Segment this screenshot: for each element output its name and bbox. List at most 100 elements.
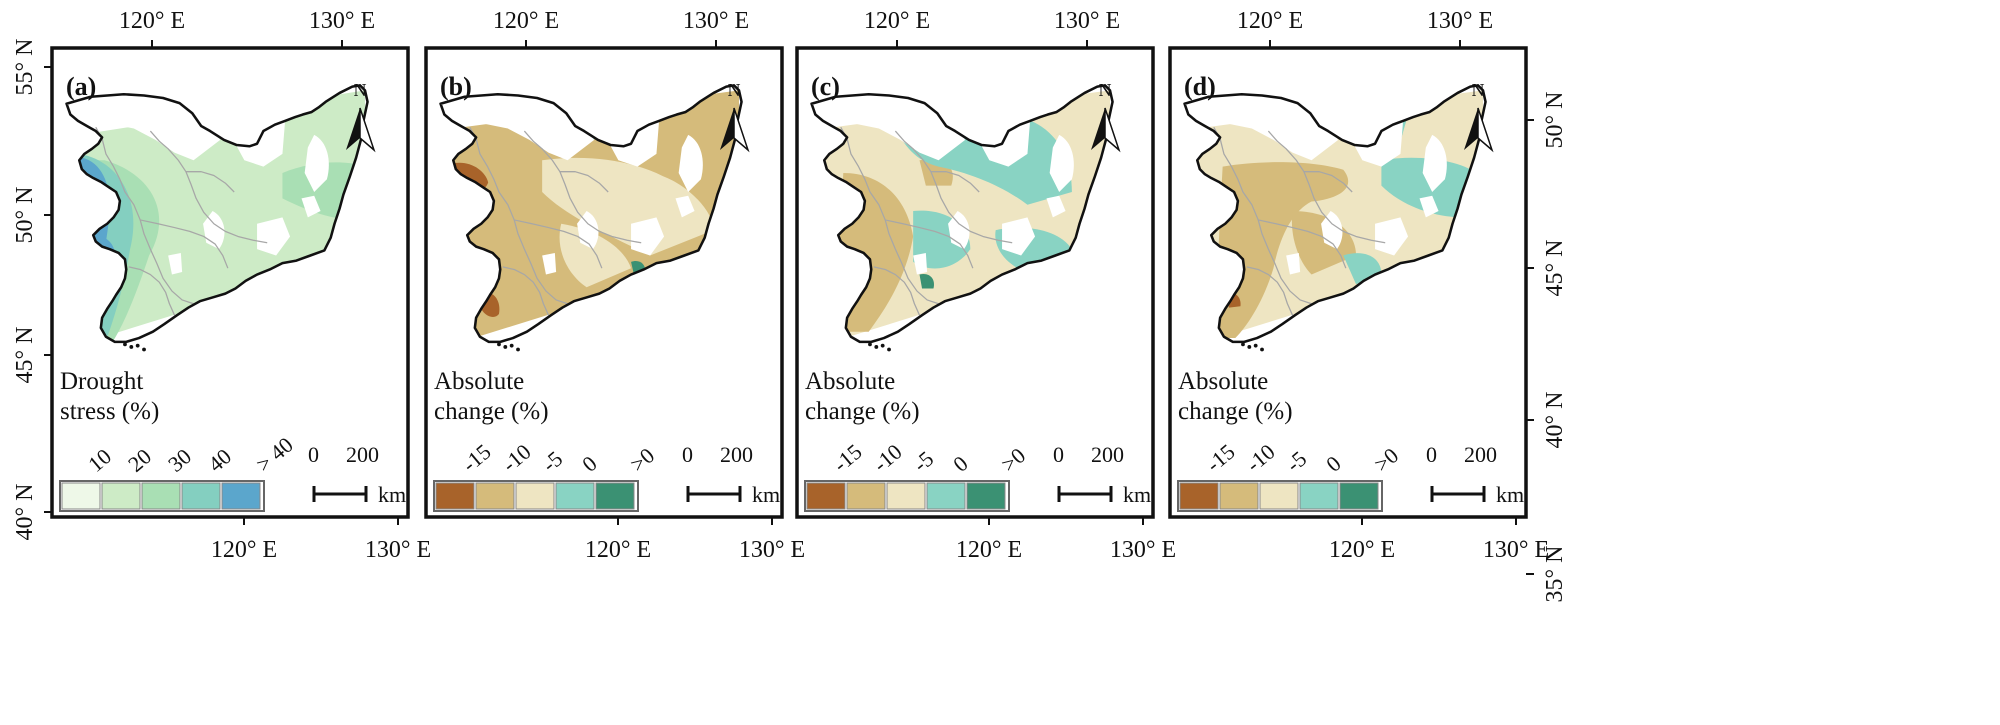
no-data-area xyxy=(1002,217,1036,256)
bottom-lon-label: 120° E xyxy=(211,537,277,563)
no-data-area xyxy=(836,100,966,161)
scale-bar: 0 200 km xyxy=(1053,442,1151,507)
top-lon-label: 130° E xyxy=(1427,8,1493,34)
right-lat-label: 35° N xyxy=(1542,546,1568,603)
scale-unit: km xyxy=(752,482,780,507)
no-data-area xyxy=(1419,195,1439,218)
island xyxy=(868,342,872,347)
north-label: N xyxy=(728,80,741,100)
no-data-area xyxy=(236,122,285,167)
scale-label-0: 0 xyxy=(308,442,319,467)
no-data-area xyxy=(1422,134,1447,192)
scale-label-200: 200 xyxy=(720,442,753,467)
island xyxy=(503,345,508,349)
island xyxy=(1247,345,1252,349)
no-data-area xyxy=(1375,217,1409,256)
right-lat-label: 45° N xyxy=(1542,240,1568,297)
legend-swatch xyxy=(101,482,141,510)
legend-swatch xyxy=(61,482,101,510)
north-arrow-icon: N xyxy=(346,80,376,153)
legend-swatch xyxy=(555,482,595,510)
island xyxy=(123,342,127,347)
map-zone xyxy=(559,223,632,288)
panel-label: (a) xyxy=(66,72,96,101)
no-data-area xyxy=(1286,252,1301,275)
no-data-area xyxy=(631,217,665,256)
legend-title-line2: stress (%) xyxy=(60,398,159,425)
legend-swatch xyxy=(435,482,475,510)
no-data-area xyxy=(981,122,1030,167)
legend-swatch xyxy=(515,482,555,510)
province-boundary xyxy=(1267,130,1386,244)
bottom-lon-label: 130° E xyxy=(739,537,805,563)
scale-unit: km xyxy=(378,482,406,507)
no-data-area xyxy=(301,195,321,218)
left-lat-label: 50° N xyxy=(12,187,38,244)
scale-label-200: 200 xyxy=(346,442,379,467)
north-label: N xyxy=(354,80,367,100)
no-data-area xyxy=(304,134,329,192)
legend-title-line2: change (%) xyxy=(1178,398,1293,425)
north-label: N xyxy=(1472,80,1485,100)
island xyxy=(142,347,146,352)
legend-swatch xyxy=(926,482,966,510)
top-lon-label: 120° E xyxy=(119,8,185,34)
scale-bar: 0 200 km xyxy=(1426,442,1524,507)
province-boundary xyxy=(523,130,642,244)
legend-swatch xyxy=(806,482,846,510)
legend-swatch xyxy=(846,482,886,510)
bottom-lon-label: 120° E xyxy=(956,537,1022,563)
scale-label-0: 0 xyxy=(1053,442,1064,467)
province-boundary xyxy=(128,266,176,316)
top-lon-label: 130° E xyxy=(683,8,749,34)
no-data-area xyxy=(542,252,557,275)
island xyxy=(887,347,891,352)
scale-label-0: 0 xyxy=(682,442,693,467)
panel-label: (b) xyxy=(440,72,472,101)
right-lat-label: 50° N xyxy=(1542,92,1568,149)
no-data-area xyxy=(1209,100,1339,161)
left-lat-label: 40° N xyxy=(12,484,38,541)
legend-swatch xyxy=(966,482,1006,510)
legend-swatch xyxy=(886,482,926,510)
province-boundary xyxy=(149,130,268,244)
legend-title-line1: Absolute xyxy=(1178,368,1268,395)
legend-swatch xyxy=(1259,482,1299,510)
panel-label: (c) xyxy=(811,72,840,101)
no-data-area xyxy=(1049,134,1074,192)
region-map xyxy=(439,84,743,352)
island xyxy=(1260,347,1264,352)
province-boundary xyxy=(1303,171,1353,193)
north-arrow-icon: N xyxy=(1091,80,1121,153)
legend-swatch xyxy=(1299,482,1339,510)
province-boundary xyxy=(1246,266,1294,316)
legend-swatch xyxy=(181,482,221,510)
scale-label-0: 0 xyxy=(1426,442,1437,467)
top-lon-label: 120° E xyxy=(864,8,930,34)
island xyxy=(1241,342,1245,347)
scale-label-200: 200 xyxy=(1464,442,1497,467)
province-boundary xyxy=(502,266,550,316)
legend-swatch xyxy=(221,482,261,510)
legend-swatch xyxy=(595,482,635,510)
province-boundary xyxy=(559,171,609,193)
no-data-area xyxy=(913,252,928,275)
no-data-area xyxy=(91,100,221,161)
island xyxy=(874,345,879,349)
no-data-area xyxy=(465,100,595,161)
legend-title-line1: Absolute xyxy=(805,368,895,395)
legend-title-line2: change (%) xyxy=(805,398,920,425)
scale-unit: km xyxy=(1123,482,1151,507)
map-zone xyxy=(919,273,934,289)
province-boundary xyxy=(873,266,921,316)
left-lat-label: 45° N xyxy=(12,327,38,384)
right-lat-axis: 50° N 45° N 40° N 35° N xyxy=(1526,92,1568,603)
bottom-lon-label: 130° E xyxy=(1483,537,1549,563)
bottom-lon-label: 130° E xyxy=(365,537,431,563)
scale-label-200: 200 xyxy=(1091,442,1124,467)
province-boundary xyxy=(1213,126,1312,305)
no-data-area xyxy=(1046,195,1066,218)
right-lat-label: 40° N xyxy=(1542,392,1568,449)
